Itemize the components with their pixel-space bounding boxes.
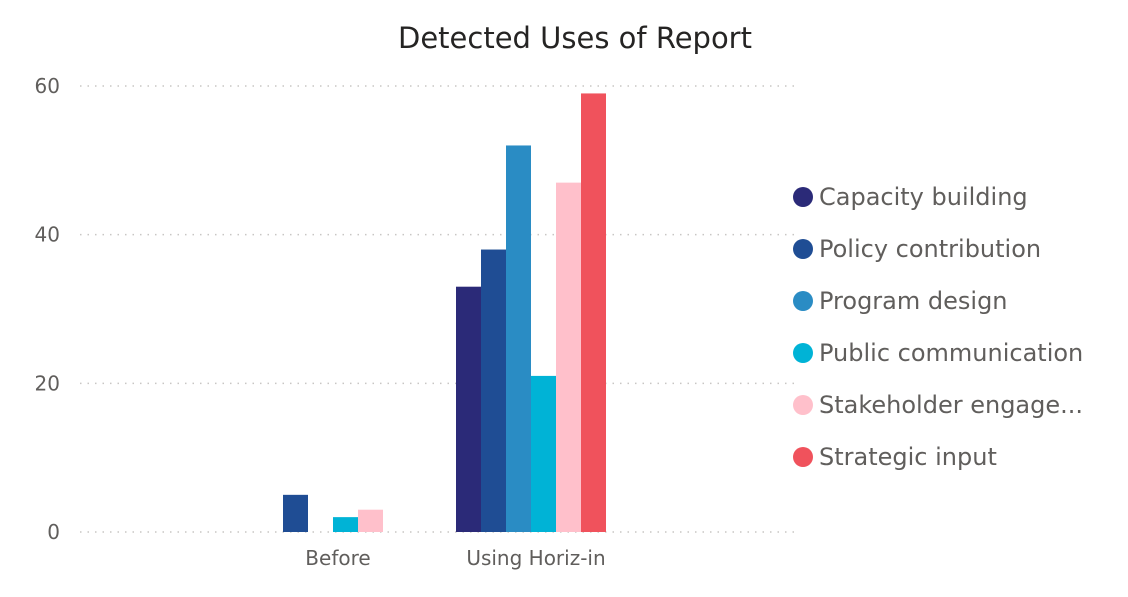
legend-item[interactable]: Policy contribution bbox=[793, 235, 1041, 263]
legend-item[interactable]: Strategic input bbox=[793, 443, 997, 471]
legend-item[interactable]: Capacity building bbox=[793, 183, 1028, 211]
bar[interactable] bbox=[556, 182, 581, 532]
legend-label: Capacity building bbox=[819, 183, 1028, 211]
gridlines bbox=[80, 85, 795, 533]
bar[interactable] bbox=[506, 145, 531, 532]
y-tick-label: 20 bbox=[35, 371, 60, 395]
legend-label: Strategic input bbox=[819, 443, 997, 471]
x-tick-label: Using Horiz-in bbox=[466, 546, 605, 570]
legend-label: Policy contribution bbox=[819, 235, 1041, 263]
legend-item[interactable]: Program design bbox=[793, 287, 1008, 315]
legend[interactable]: Capacity building Policy contribution Prog… bbox=[793, 183, 1083, 471]
bar[interactable] bbox=[333, 517, 358, 532]
bar[interactable] bbox=[358, 509, 383, 532]
legend-marker bbox=[793, 187, 813, 207]
legend-label: Program design bbox=[819, 287, 1008, 315]
legend-label: Stakeholder engage... bbox=[819, 391, 1083, 419]
bar[interactable] bbox=[283, 494, 308, 532]
legend-marker bbox=[793, 291, 813, 311]
legend-marker bbox=[793, 447, 813, 467]
chart-title: Detected Uses of Report bbox=[398, 21, 752, 55]
y-tick-label: 40 bbox=[35, 223, 60, 247]
x-axis-ticks: Before Using Horiz-in bbox=[305, 546, 605, 570]
x-tick-label: Before bbox=[305, 546, 370, 570]
y-tick-label: 0 bbox=[47, 520, 60, 544]
legend-marker bbox=[793, 343, 813, 363]
bar[interactable] bbox=[481, 249, 506, 533]
legend-item[interactable]: Stakeholder engage... bbox=[793, 391, 1083, 419]
y-axis-ticks: 0 20 40 60 bbox=[35, 74, 60, 544]
bar[interactable] bbox=[531, 375, 556, 532]
bars bbox=[283, 93, 606, 533]
legend-label: Public communication bbox=[819, 339, 1083, 367]
bar[interactable] bbox=[456, 286, 481, 532]
legend-item[interactable]: Public communication bbox=[793, 339, 1083, 367]
bar[interactable] bbox=[581, 93, 606, 532]
legend-marker bbox=[793, 395, 813, 415]
legend-marker bbox=[793, 239, 813, 259]
y-tick-label: 60 bbox=[35, 74, 60, 98]
